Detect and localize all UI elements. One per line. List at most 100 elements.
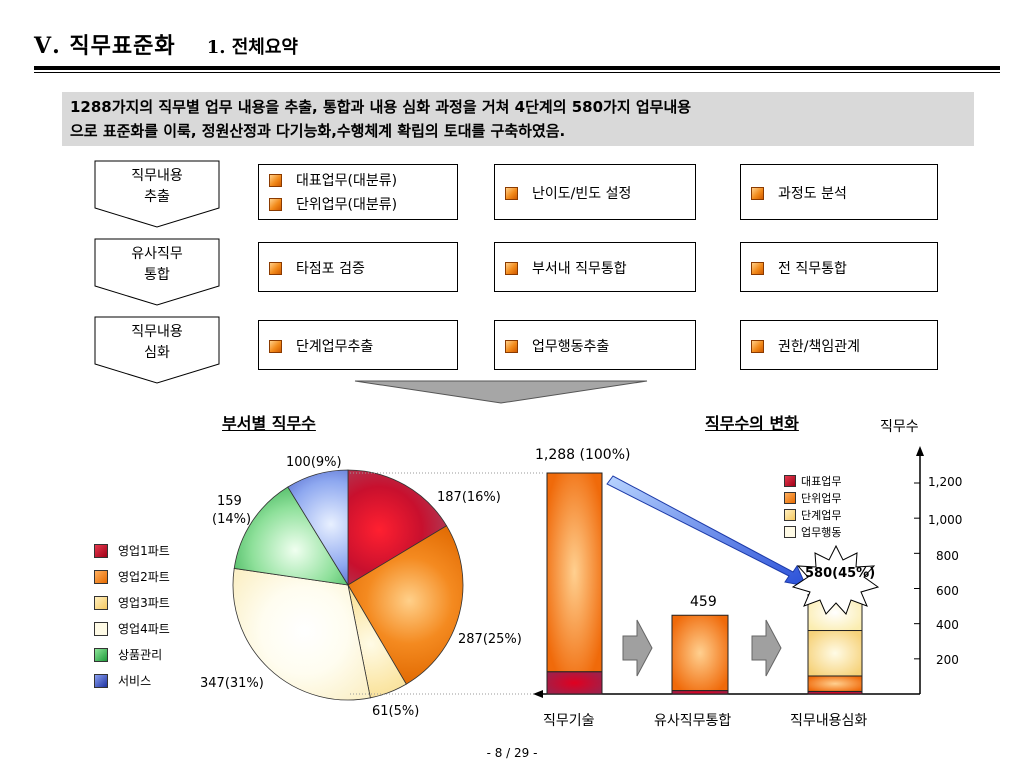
y-tick-label: 800	[936, 549, 959, 563]
pie-slice-서비스	[287, 469, 349, 587]
task-text: 타점포 검증	[296, 261, 365, 277]
legend-swatch	[784, 526, 796, 538]
title-rule-thick	[34, 66, 1000, 70]
legend-swatch	[94, 621, 108, 636]
bar-legend-item: 단위업무	[784, 490, 841, 506]
pie-label-goods-line1: 159	[217, 494, 242, 509]
pie-label-service: 100(9%)	[286, 455, 342, 470]
legend-swatch	[94, 543, 108, 558]
task-box-r3c2: 업무행동추출	[494, 320, 696, 370]
task-box-r2c1: 타점포 검증	[258, 242, 458, 292]
bar1-value-label: 1,288 (100%)	[535, 447, 631, 463]
bar-segment-단위업무	[671, 614, 729, 692]
legend-swatch	[94, 673, 108, 688]
task-box-r1c2: 난이도/빈도 설정	[494, 164, 696, 220]
legend-label: 영업3파트	[118, 596, 170, 610]
bar-legend-item: 단계업무	[784, 507, 841, 523]
down-triangle-icon	[354, 380, 648, 404]
task-box-r3c1: 단계업무추출	[258, 320, 458, 370]
bar-legend-item: 대표업무	[784, 473, 841, 489]
legend-swatch	[94, 647, 108, 662]
legend-label: 단위업무	[801, 492, 842, 505]
legend-swatch	[784, 475, 796, 487]
legend-label: 영업4파트	[118, 622, 170, 636]
pie-chart	[232, 469, 464, 701]
square-bullet-icon	[751, 339, 764, 353]
y-tick-label: 1,200	[928, 475, 963, 489]
bar-segment-대표업무	[546, 671, 603, 695]
square-bullet-icon	[269, 339, 282, 353]
pie-slice-영업4파트	[232, 567, 371, 701]
y-axis-arrow-icon	[916, 446, 924, 456]
task-text: 단위업무(대분류)	[296, 197, 398, 213]
task-text: 난이도/빈도 설정	[532, 186, 632, 202]
right-arrow-icon	[622, 619, 653, 677]
step-label-line1: 직무내용	[131, 324, 183, 340]
bar-chart-title: 직무수의 변화	[705, 414, 799, 433]
pie-label-sales1: 187(16%)	[437, 490, 501, 505]
task-box-r2c2: 부서내 직무통합	[494, 242, 696, 292]
x-axis-arrow-icon	[533, 690, 543, 698]
square-bullet-icon	[505, 339, 518, 353]
task-text: 부서내 직무통합	[532, 261, 627, 277]
task-box-r1c3: 과정도 분석	[740, 164, 938, 220]
page-title: Ⅴ. 직무표준화 1. 전체요약	[34, 28, 298, 60]
summary-line-2: 으로 표준화를 이룩, 정원산정과 다기능화,수행체계 확립의 토대를 구축하였…	[70, 122, 566, 140]
legend-label: 단계업무	[801, 509, 842, 522]
pie-label-goods-line2: (14%)	[212, 512, 252, 527]
right-arrow-icon	[751, 619, 782, 677]
section-title: Ⅴ. 직무표준화	[34, 33, 176, 59]
section-subtitle: 1. 전체요약	[206, 37, 298, 58]
bar-stack-deepen	[807, 593, 863, 695]
legend-label: 영업2파트	[118, 570, 170, 584]
legend-label: 영업1파트	[118, 544, 170, 558]
x-category-label: 직무기술	[543, 713, 595, 729]
pie-slice-영업2파트	[347, 525, 464, 685]
legend-swatch	[94, 595, 108, 610]
pie-label-sales4: 347(31%)	[200, 676, 264, 691]
title-rule-thin	[34, 72, 1000, 73]
bar3-value-label: 580(45%)	[805, 566, 876, 581]
pie-label-sales3: 61(5%)	[372, 704, 420, 719]
pie-legend-item: 영업2파트	[94, 568, 170, 585]
square-bullet-icon	[505, 186, 518, 200]
square-bullet-icon	[269, 173, 282, 187]
bar2-value-label: 459	[690, 594, 717, 610]
step-label-line1: 유사직무	[131, 246, 183, 262]
step-label-line1: 직무내용	[131, 168, 183, 184]
x-category-label: 직무내용심화	[790, 713, 868, 729]
bar-segment-단위업무	[546, 472, 603, 673]
bar-segment-대표업무	[671, 690, 729, 695]
y-tick-label: 600	[936, 584, 959, 598]
step-label-line2: 통합	[144, 267, 170, 283]
task-text: 단계업무추출	[296, 339, 374, 355]
bar-legend-item: 업무행동	[784, 524, 841, 540]
legend-label: 상품관리	[118, 648, 163, 662]
task-box-r1c1: 대표업무(대분류) 단위업무(대분류)	[258, 164, 458, 220]
decrease-arrow-icon	[606, 475, 807, 587]
task-text: 업무행동추출	[532, 339, 610, 355]
pie-legend-item: 영업4파트	[94, 620, 170, 637]
square-bullet-icon	[269, 197, 282, 211]
pentagon-arrow-shape	[94, 316, 220, 384]
legend-swatch	[94, 569, 108, 584]
legend-swatch	[784, 509, 796, 521]
bar-segment-단계업무	[807, 630, 863, 677]
legend-label: 대표업무	[801, 475, 842, 488]
task-box-r2c3: 전 직무통합	[740, 242, 938, 292]
y-tick-label: 200	[936, 653, 959, 667]
pentagon-arrow-shape	[94, 160, 220, 228]
task-text: 대표업무(대분류)	[296, 173, 398, 189]
square-bullet-icon	[751, 186, 764, 200]
pie-slice-영업1파트	[347, 469, 448, 586]
pie-legend-item: 상품관리	[94, 646, 162, 663]
step-label-line2: 추출	[144, 189, 170, 205]
legend-label: 업무행동	[801, 526, 842, 539]
y-tick-label: 1,000	[928, 513, 963, 527]
square-bullet-icon	[269, 261, 282, 275]
pie-slice-상품관리	[233, 486, 349, 586]
step-label-line2: 심화	[144, 345, 170, 361]
task-box-r3c3: 권한/책임관계	[740, 320, 938, 370]
